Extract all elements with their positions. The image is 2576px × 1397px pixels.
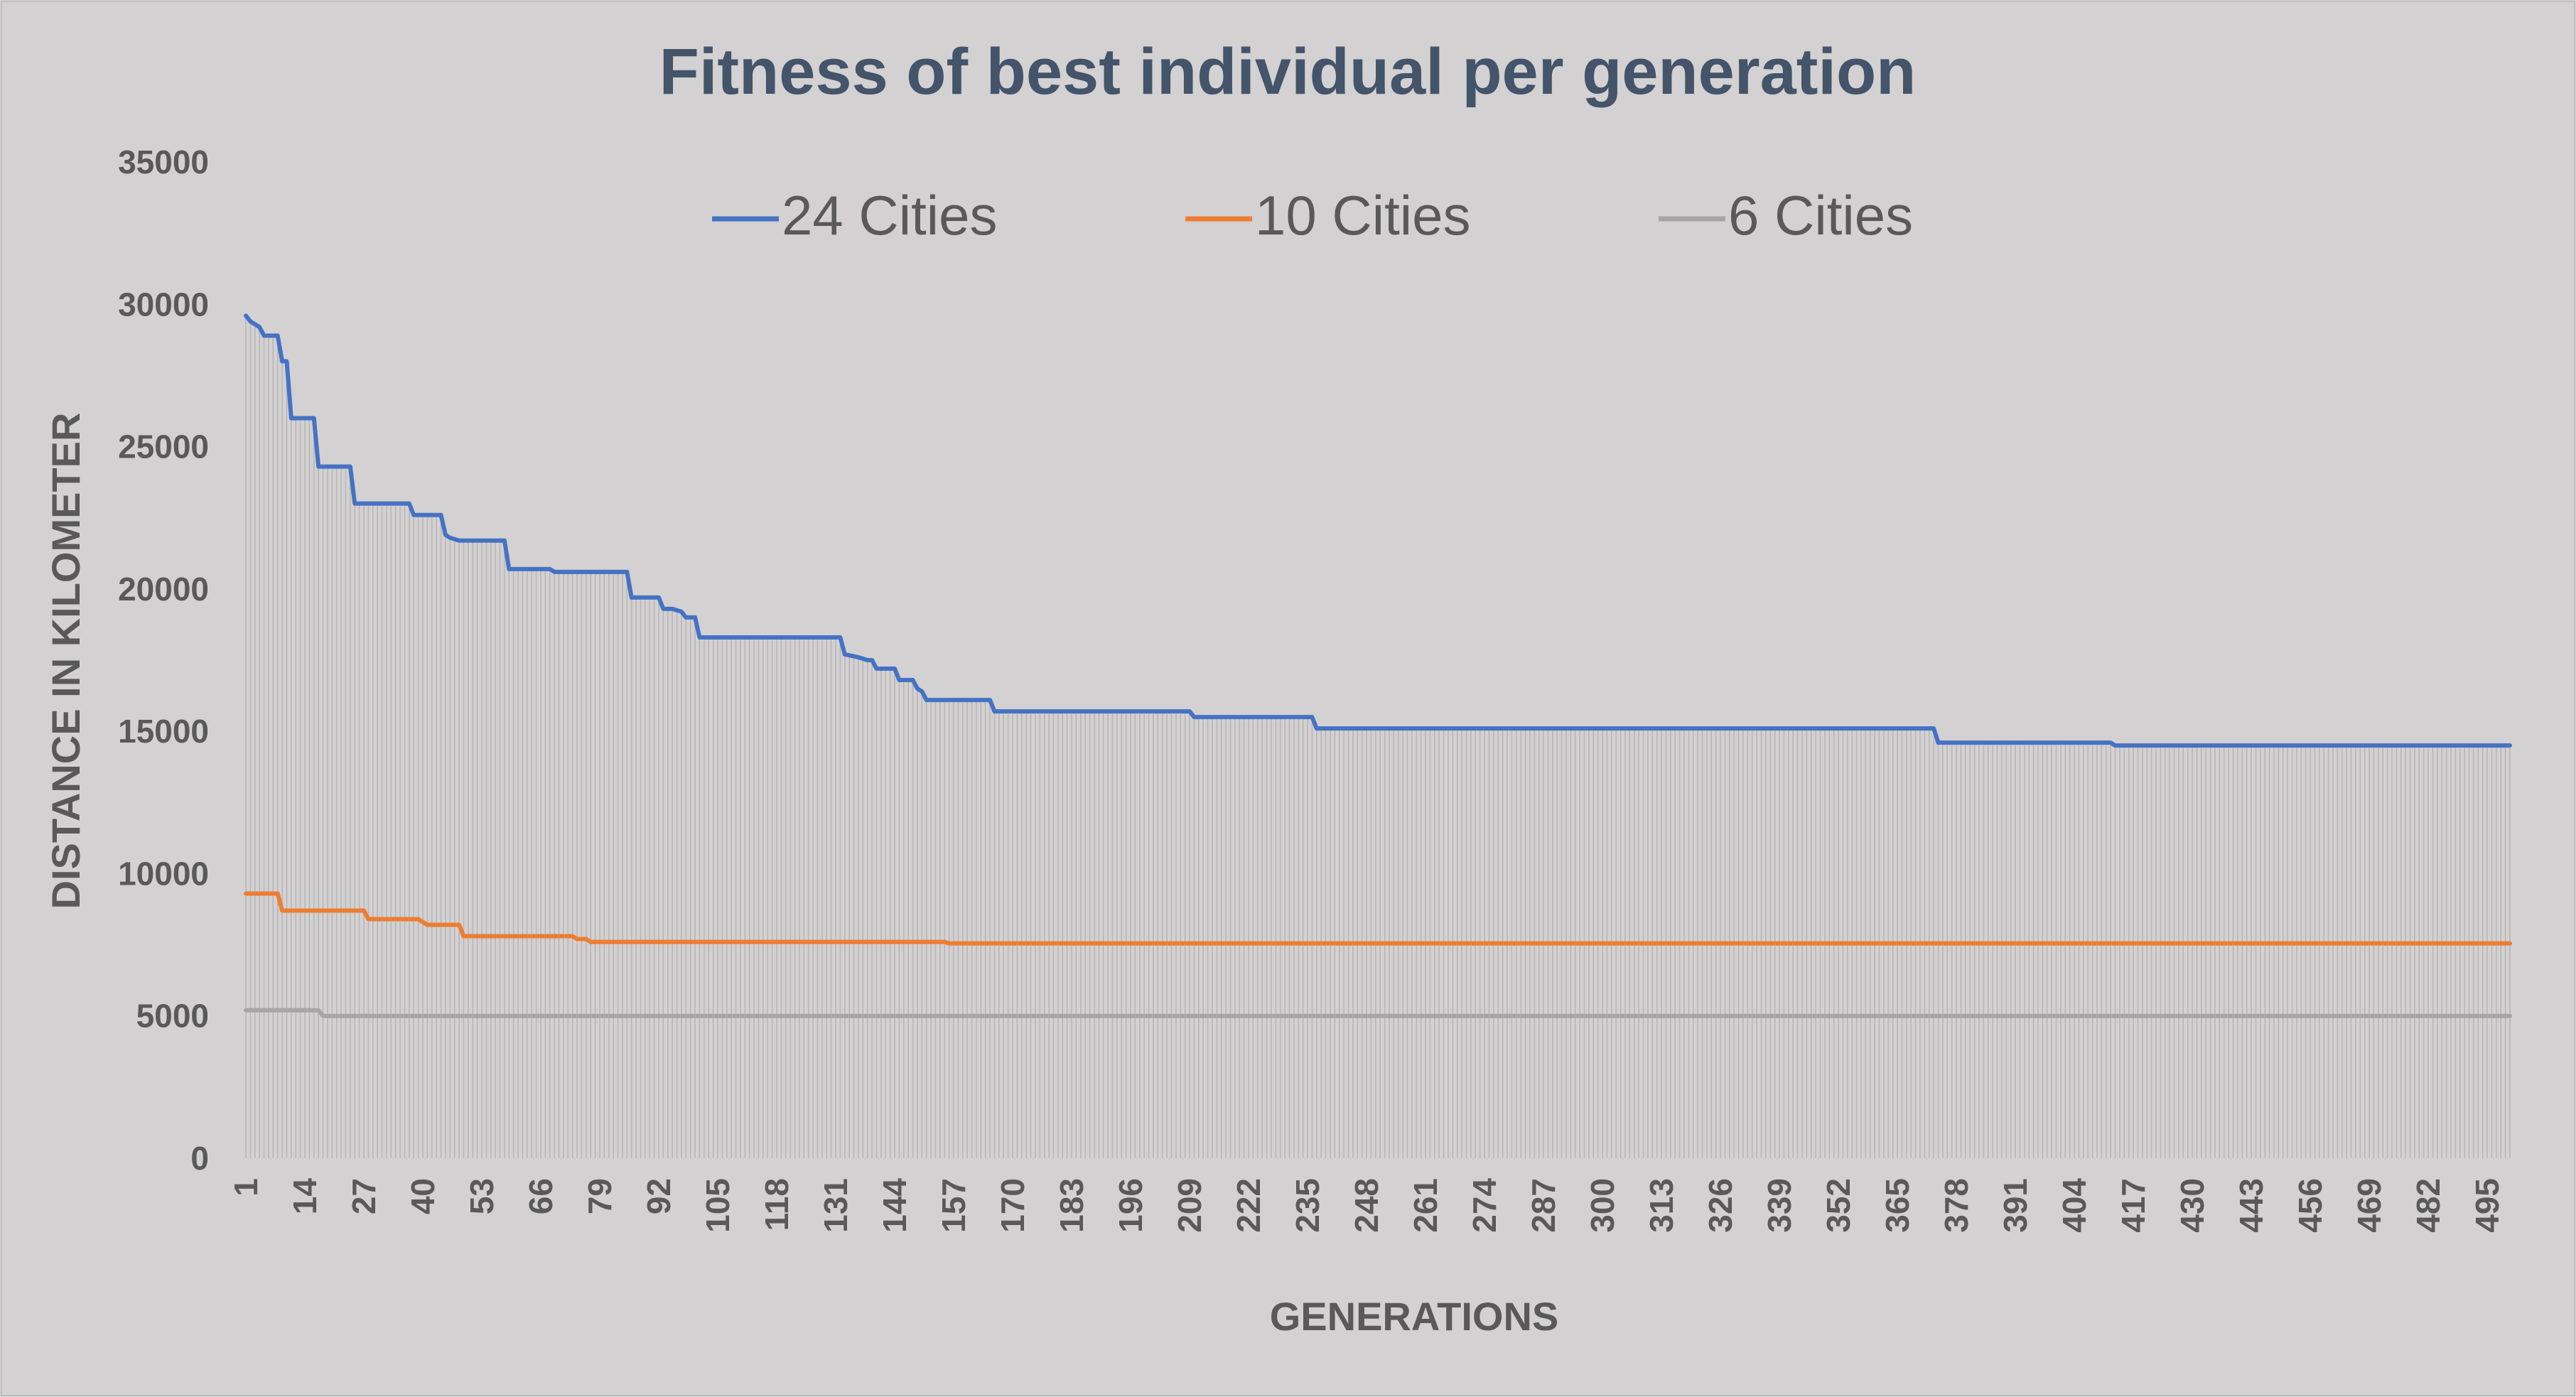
x-tick-label: 40 [404, 1178, 441, 1214]
x-tick-label: 118 [758, 1178, 795, 1231]
series-lines [244, 313, 2512, 1018]
x-tick-label: 209 [1171, 1178, 1208, 1233]
legend-item-6-cities: 6 Cities [1659, 184, 1913, 247]
legend-item-24-cities: 24 Cities [712, 184, 997, 247]
legend-label: 24 Cities [782, 184, 997, 247]
legend-label: 10 Cities [1255, 184, 1470, 247]
x-tick-label: 105 [699, 1178, 736, 1233]
y-axis-tick-labels: 0 5000 10000 15000 20000 25000 30000 35000 [118, 144, 209, 1177]
x-tick-label: 131 [817, 1178, 854, 1233]
y-tick-label: 20000 [118, 571, 209, 608]
x-tick-label: 404 [2056, 1178, 2093, 1233]
x-tick-label: 27 [345, 1178, 382, 1214]
x-tick-label: 144 [876, 1178, 913, 1233]
x-tick-label: 274 [1466, 1178, 1503, 1233]
series-line-10-cities [244, 891, 2512, 946]
x-tick-label: 313 [1643, 1178, 1680, 1233]
x-tick-label: 248 [1348, 1178, 1385, 1233]
x-tick-label: 66 [522, 1178, 559, 1214]
x-tick-label: 53 [463, 1178, 500, 1214]
y-axis-title: DISTANCE IN KILOMETER [43, 413, 88, 910]
x-tick-label: 352 [1820, 1178, 1857, 1233]
x-tick-label: 170 [994, 1178, 1031, 1233]
x-tick-label: 430 [2174, 1178, 2211, 1233]
x-tick-label: 222 [1230, 1178, 1267, 1233]
y-tick-label: 0 [190, 1140, 209, 1177]
x-tick-label: 300 [1584, 1178, 1621, 1233]
y-tick-label: 5000 [136, 998, 209, 1035]
legend-label: 6 Cities [1728, 184, 1913, 247]
y-tick-label: 15000 [118, 713, 209, 750]
series-line-6-cities [244, 1008, 2512, 1018]
x-axis-title: GENERATIONS [1270, 1294, 1559, 1339]
x-tick-label: 196 [1112, 1178, 1149, 1233]
x-tick-label: 235 [1289, 1178, 1326, 1233]
x-tick-label: 287 [1525, 1178, 1562, 1233]
chart-title: Fitness of best individual per generatio… [659, 36, 1917, 108]
y-tick-label: 10000 [118, 855, 209, 892]
x-tick-label: 14 [286, 1178, 323, 1215]
x-tick-label: 443 [2233, 1178, 2270, 1233]
x-tick-label: 79 [581, 1178, 618, 1214]
x-tick-label: 365 [1879, 1178, 1916, 1233]
legend-item-10-cities: 10 Cities [1185, 184, 1470, 247]
x-tick-label: 339 [1761, 1178, 1798, 1233]
x-tick-label: 92 [640, 1178, 677, 1214]
x-tick-label: 417 [2115, 1178, 2152, 1233]
y-tick-label: 30000 [118, 286, 209, 323]
x-tick-label: 326 [1702, 1178, 1739, 1233]
y-tick-label: 35000 [118, 144, 209, 180]
legend: 24 Cities 10 Cities 6 Cities [712, 184, 1913, 247]
x-tick-label: 183 [1053, 1178, 1090, 1233]
x-tick-label: 495 [2469, 1178, 2506, 1233]
x-tick-label: 157 [935, 1178, 972, 1233]
x-tick-label: 469 [2351, 1178, 2388, 1233]
x-tick-label: 456 [2292, 1178, 2329, 1233]
y-tick-label: 25000 [118, 428, 209, 465]
series-line-24-cities [244, 313, 2512, 748]
x-tick-label: 391 [1997, 1178, 2034, 1233]
x-tick-label: 482 [2410, 1178, 2447, 1233]
x-tick-label: 1 [227, 1178, 264, 1197]
x-tick-label: 378 [1938, 1178, 1975, 1233]
x-axis-tick-labels: 1 14 27 40 53 66 79 92 105 118 131 144 157 170 183 196 2… [227, 1178, 2506, 1233]
x-tick-label: 261 [1407, 1178, 1444, 1233]
